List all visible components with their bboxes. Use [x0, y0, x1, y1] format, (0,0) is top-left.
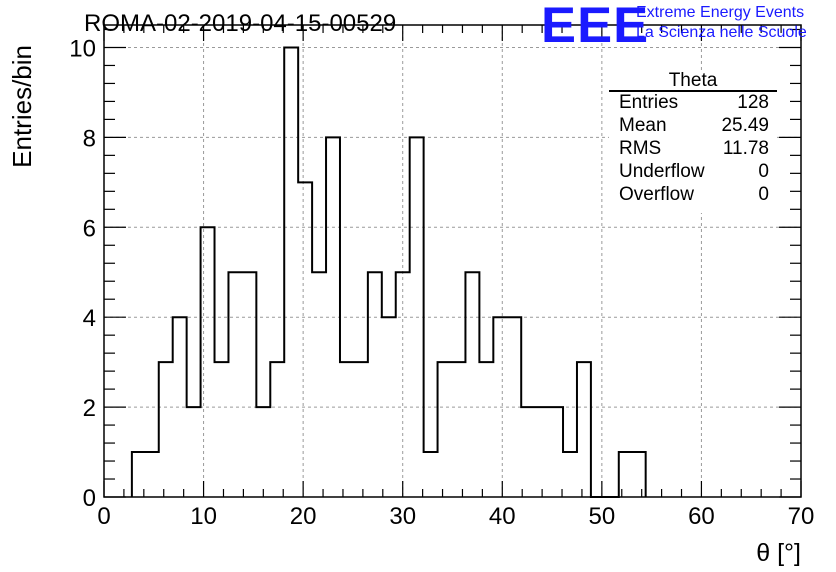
stats-value: 25.49	[721, 115, 769, 136]
y-axis-label: Entries/bin	[7, 45, 37, 168]
y-tick-label: 4	[83, 305, 96, 332]
stats-title: Theta	[668, 70, 718, 91]
stats-row-rms: RMS 11.78	[619, 138, 769, 160]
stats-value: 0	[758, 184, 769, 205]
stats-row-entries: Entries 128	[619, 92, 769, 114]
y-tick-label: 2	[83, 395, 96, 422]
x-tick-label: 20	[290, 503, 317, 530]
stats-label: Overflow	[619, 184, 694, 205]
stats-label: Entries	[619, 92, 679, 113]
x-tick-label: 70	[788, 503, 815, 530]
stats-box: Theta Entries 128 Mean 25.49 RMS 11.78 U…	[609, 70, 777, 213]
grid-lines	[104, 25, 801, 497]
histogram-outline	[130, 46, 647, 498]
x-tick-label: 30	[389, 503, 416, 530]
logo-tagline-2: La Scienza nelle Scuole	[636, 24, 807, 41]
stats-label: Mean	[619, 115, 667, 136]
axis-ticks	[103, 25, 802, 498]
stats-value: 0	[758, 161, 769, 182]
y-tick-label: 8	[83, 125, 96, 152]
eee-logo: EEE Extreme Energy Events La Scienza nel…	[541, 0, 833, 53]
y-tick-label: 6	[83, 215, 96, 242]
stats-row-overflow: Overflow 0	[619, 184, 769, 206]
x-axis-label: θ [°]	[756, 539, 801, 567]
x-tick-label: 40	[489, 503, 516, 530]
stats-row-mean: Mean 25.49	[619, 115, 769, 137]
y-tick-labels: 0 2 4 6 8 10	[69, 35, 96, 512]
chart-title: ROMA-02-2019-04-15-00529	[84, 10, 397, 37]
logo-tagline-1: Extreme Energy Events	[636, 4, 805, 21]
stats-row-underflow: Underflow 0	[619, 161, 769, 183]
plot-frame	[103, 24, 802, 498]
x-tick-label: 10	[190, 503, 217, 530]
x-tick-label: 50	[589, 503, 616, 530]
eee-logo-text: EEE	[541, 0, 650, 53]
stats-label: Underflow	[619, 161, 705, 182]
stats-value: 128	[737, 92, 769, 113]
x-tick-label: 0	[97, 503, 110, 530]
y-tick-label: 0	[83, 485, 96, 512]
stats-divider	[609, 90, 777, 92]
y-tick-label: 10	[69, 35, 96, 62]
x-tick-label: 60	[688, 503, 715, 530]
stats-value: 11.78	[722, 138, 769, 159]
x-tick-labels: 0 10 20 30 40 50 60 70	[97, 503, 814, 530]
stats-label: RMS	[619, 138, 662, 159]
